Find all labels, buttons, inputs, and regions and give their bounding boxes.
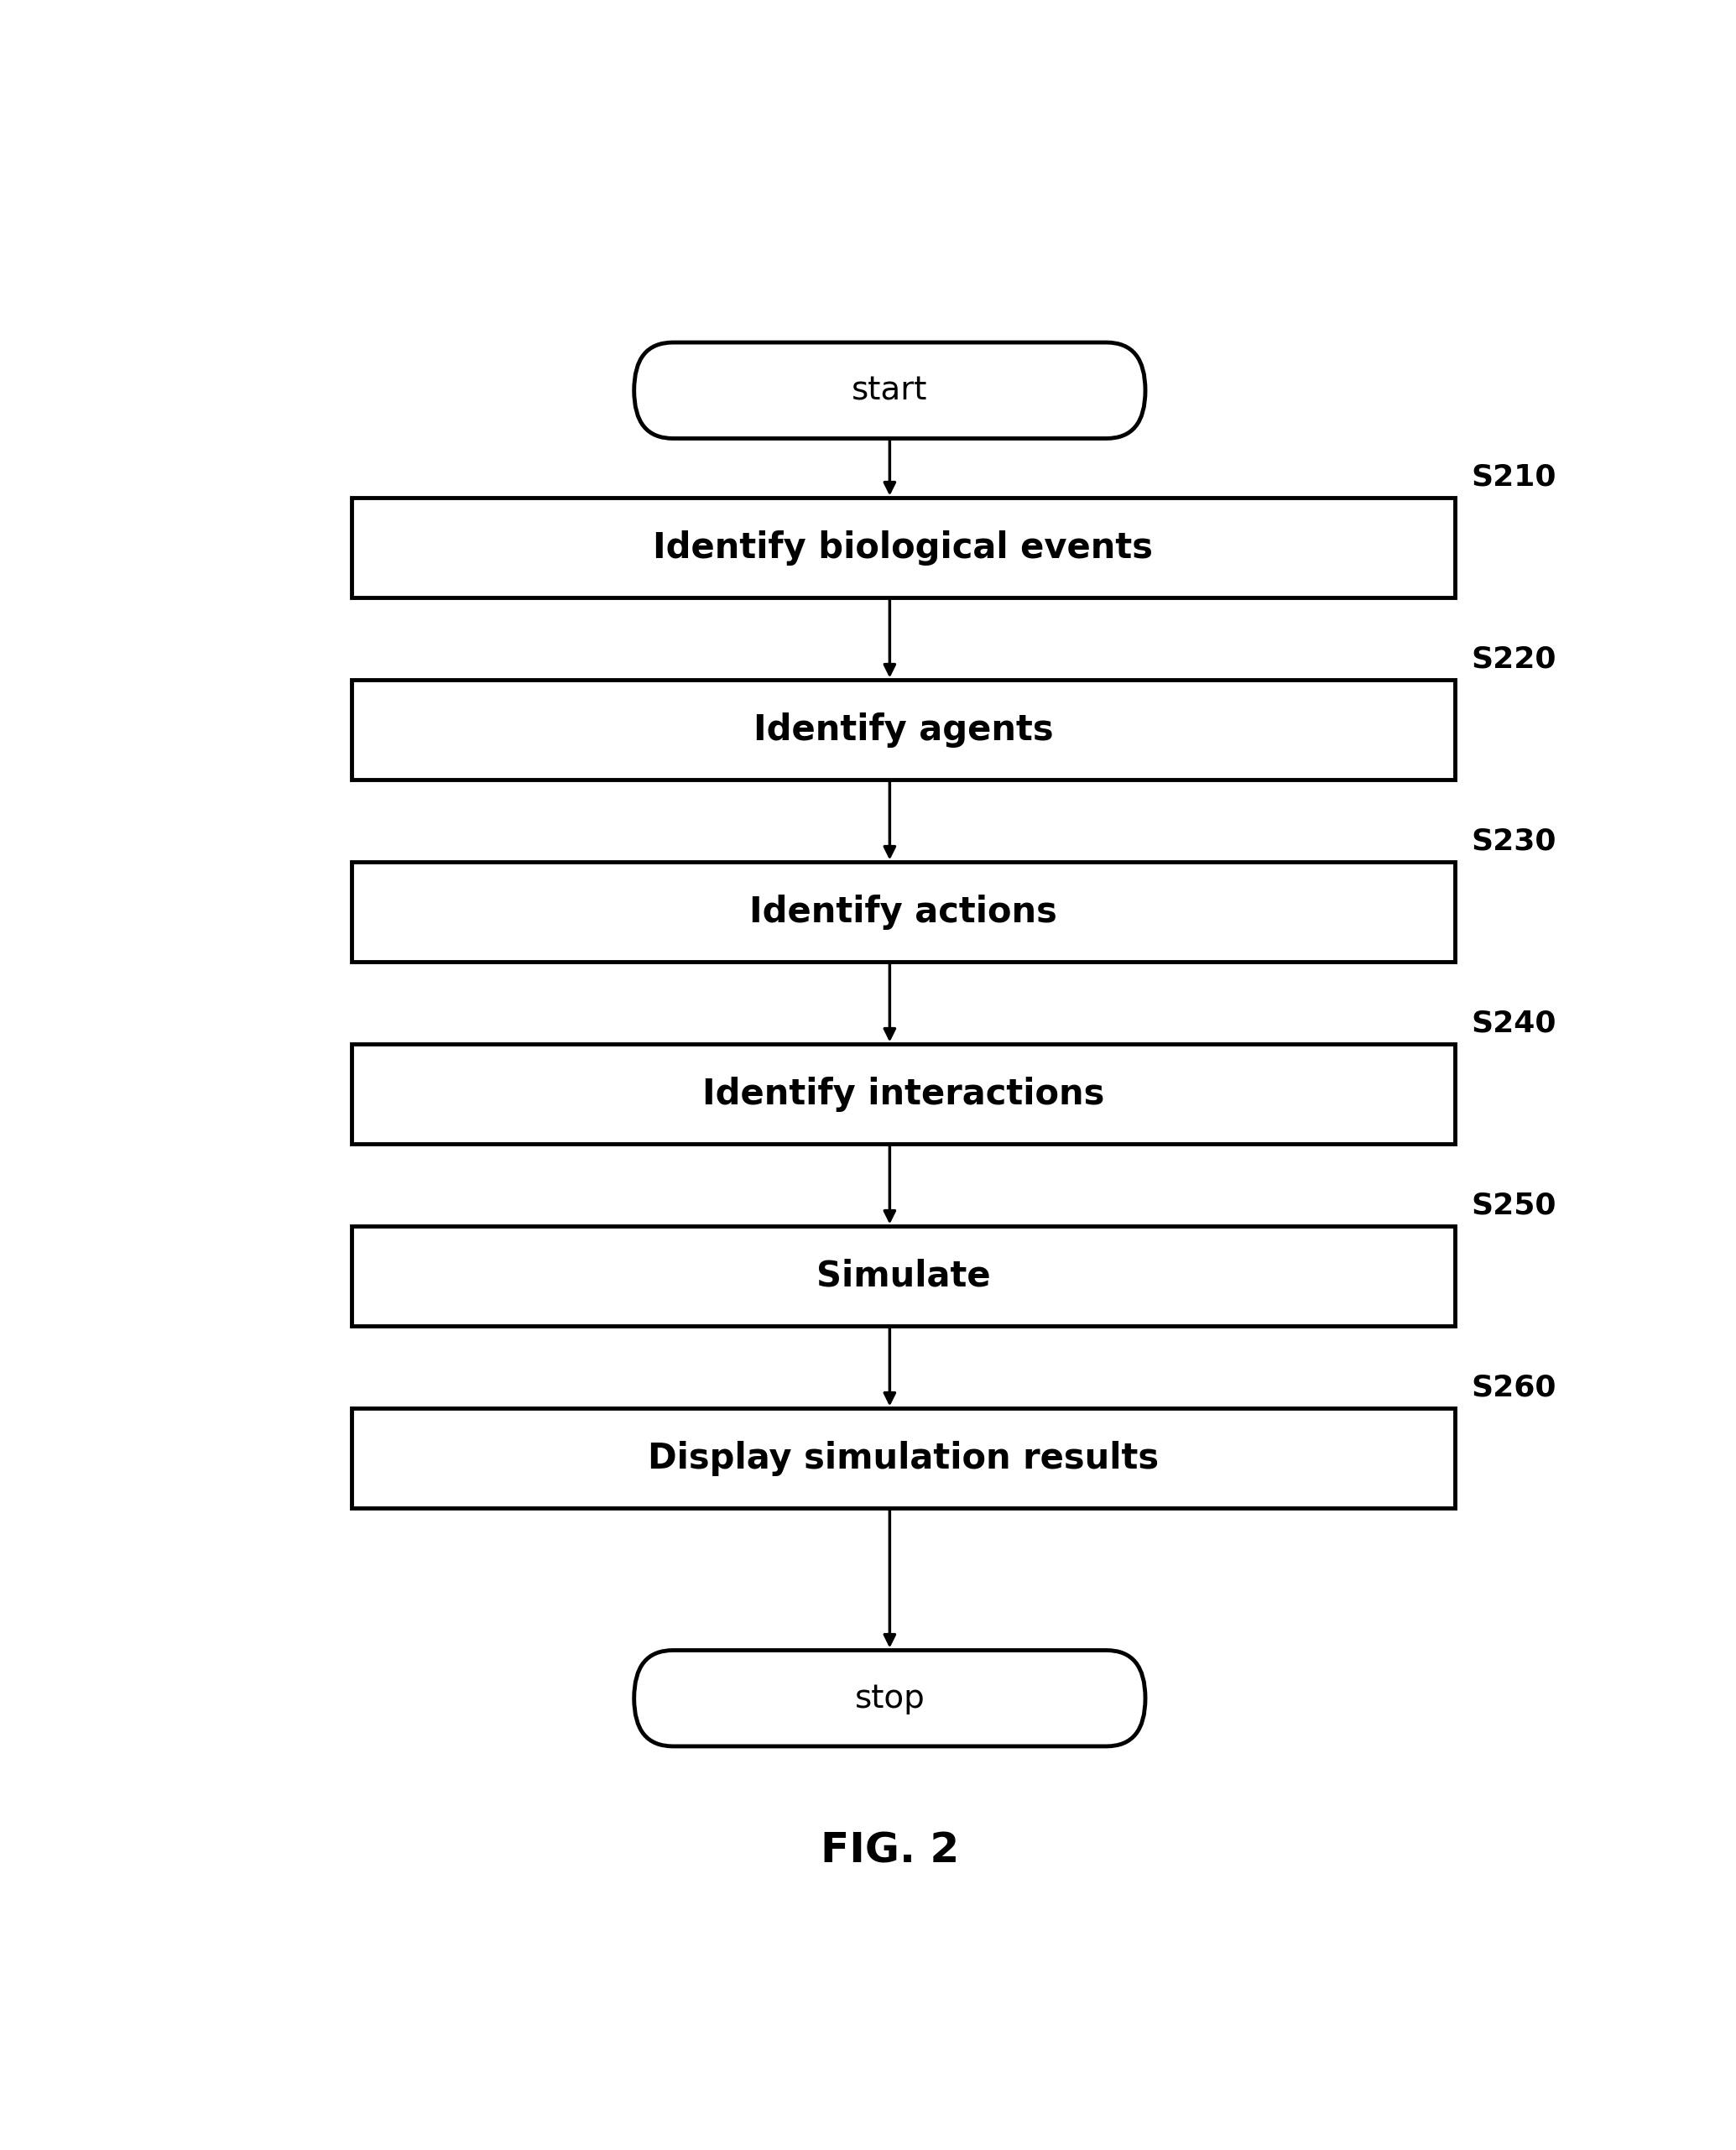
Text: Display simulation results: Display simulation results [648, 1441, 1158, 1475]
Bar [351, 862, 1455, 961]
Text: S240: S240 [1470, 1008, 1555, 1038]
Text: start: start [852, 374, 927, 406]
Bar [351, 499, 1455, 598]
Text: FIG. 2: FIG. 2 [821, 1830, 958, 1871]
Bar [351, 1045, 1455, 1144]
Text: Identify biological events: Identify biological events [653, 531, 1153, 565]
Bar [351, 1226, 1455, 1327]
Text: stop: stop [854, 1681, 925, 1714]
Text: Identify actions: Identify actions [750, 894, 1057, 929]
Bar [351, 1408, 1455, 1507]
FancyBboxPatch shape [634, 342, 1146, 439]
Text: S220: S220 [1470, 645, 1555, 673]
Text: Identify agents: Identify agents [753, 712, 1054, 748]
Text: Identify interactions: Identify interactions [701, 1077, 1104, 1112]
Text: S210: S210 [1470, 462, 1555, 492]
Text: S230: S230 [1470, 828, 1555, 856]
FancyBboxPatch shape [634, 1651, 1146, 1746]
Bar [351, 679, 1455, 780]
Text: S260: S260 [1470, 1374, 1555, 1402]
Text: S250: S250 [1470, 1191, 1555, 1219]
Text: Simulate: Simulate [816, 1258, 990, 1294]
